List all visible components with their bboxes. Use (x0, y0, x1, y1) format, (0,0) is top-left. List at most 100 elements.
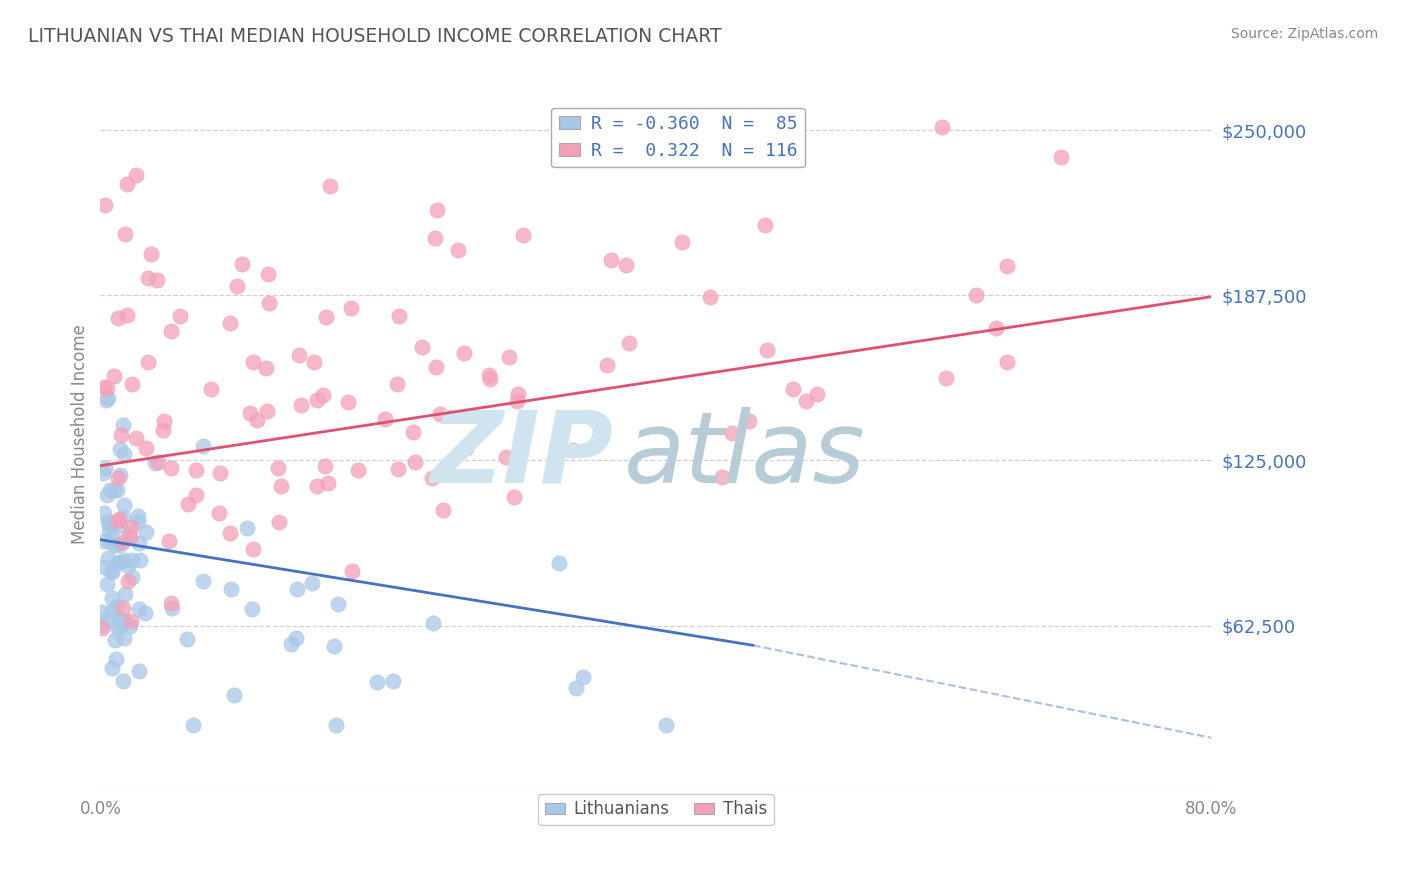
Point (148, 455, 170, 469)
Point (121, 376, 143, 391)
Point (512, 227, 534, 242)
Point (191, 574, 214, 588)
Point (96, 576, 118, 591)
Point (91, 621, 114, 635)
Point (425, 359, 447, 374)
Point (806, 387, 828, 401)
Point (236, 521, 259, 535)
Point (93, 533, 115, 548)
Point (453, 345, 475, 359)
Point (101, 661, 124, 675)
Point (114, 614, 136, 628)
Point (94, 197, 117, 211)
Point (411, 340, 433, 354)
Point (503, 490, 526, 504)
Point (312, 388, 335, 402)
Text: Source: ZipAtlas.com: Source: ZipAtlas.com (1230, 27, 1378, 41)
Point (432, 503, 454, 517)
Point (120, 614, 142, 628)
Point (478, 368, 501, 383)
Point (782, 383, 804, 397)
Point (135, 442, 157, 456)
Point (242, 541, 264, 556)
Point (152, 423, 174, 437)
Point (160, 600, 183, 615)
Point (135, 524, 157, 539)
Point (104, 633, 127, 648)
Point (318, 178, 340, 193)
Point (429, 407, 451, 421)
Point (402, 425, 425, 440)
Point (101, 591, 124, 606)
Point (387, 377, 409, 392)
Point (91, 466, 114, 480)
Point (98, 516, 121, 531)
Point (1049, 150, 1071, 164)
Point (280, 637, 302, 651)
Point (339, 301, 361, 315)
Point (342, 564, 364, 578)
Point (97, 515, 120, 529)
Point (157, 533, 180, 548)
Point (562, 442, 585, 457)
Point (128, 536, 150, 550)
Point (721, 426, 744, 441)
Point (97, 524, 120, 538)
Point (107, 311, 129, 326)
Point (96, 488, 118, 502)
Point (257, 296, 280, 310)
Point (738, 414, 761, 428)
Point (965, 288, 987, 302)
Point (136, 271, 159, 285)
Point (218, 316, 240, 330)
Point (111, 510, 134, 524)
Point (246, 413, 269, 427)
Point (326, 597, 349, 611)
Point (242, 354, 264, 368)
Point (96, 381, 118, 395)
Point (242, 601, 264, 615)
Point (143, 456, 166, 470)
Point (107, 471, 129, 485)
Point (382, 674, 405, 689)
Point (108, 512, 131, 526)
Point (548, 556, 571, 570)
Point (288, 348, 311, 362)
Point (128, 664, 150, 678)
Point (316, 476, 339, 491)
Point (98, 535, 121, 549)
Point (111, 535, 134, 549)
Point (337, 395, 360, 409)
Point (506, 386, 529, 401)
Point (90, 605, 112, 619)
Point (671, 235, 693, 250)
Point (112, 498, 135, 512)
Point (200, 382, 222, 396)
Point (108, 517, 131, 532)
Point (114, 586, 136, 600)
Point (98, 483, 121, 497)
Y-axis label: Median Household Income: Median Household Income (72, 324, 89, 544)
Point (104, 538, 127, 552)
Point (794, 394, 817, 409)
Point (219, 526, 242, 541)
Point (267, 515, 290, 529)
Point (107, 622, 129, 636)
Point (315, 310, 337, 324)
Point (141, 246, 163, 260)
Point (96, 393, 118, 408)
Point (322, 639, 344, 653)
Point (125, 431, 148, 445)
Point (285, 631, 308, 645)
Point (101, 528, 124, 542)
Point (103, 483, 125, 498)
Point (101, 604, 124, 618)
Point (505, 393, 527, 408)
Text: atlas: atlas (624, 407, 866, 504)
Point (995, 259, 1018, 273)
Point (270, 479, 292, 493)
Point (302, 355, 325, 369)
Point (111, 674, 134, 689)
Point (100, 564, 122, 578)
Point (115, 308, 138, 322)
